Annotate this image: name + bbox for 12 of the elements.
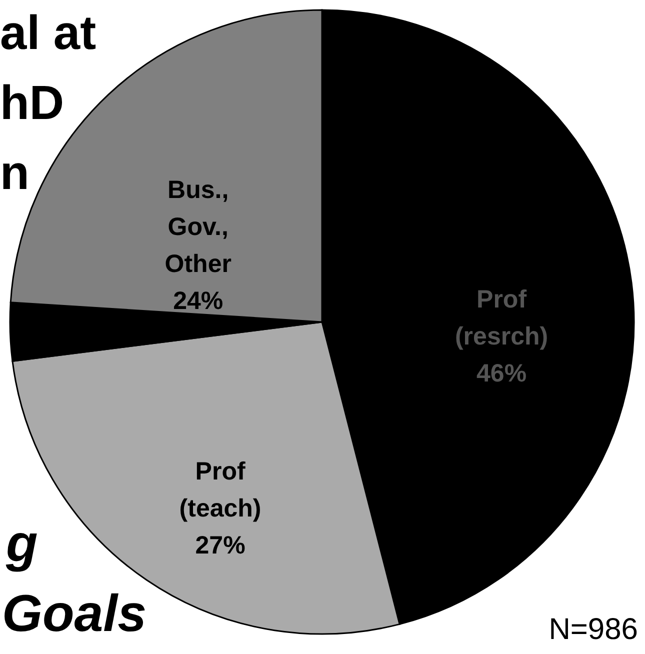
text: hD <box>0 77 64 130</box>
slice-label: Bus., Gov., Other <box>164 176 232 278</box>
data-label: 27% <box>195 532 246 560</box>
text: Goals <box>2 585 146 643</box>
slice-label: Prof (resrch) <box>454 285 548 350</box>
slice-label: Prof (teach) <box>179 458 262 523</box>
text: n <box>0 147 30 200</box>
text: g <box>5 515 38 573</box>
data-label: 24% <box>173 287 224 316</box>
text: N=986 <box>548 613 638 646</box>
text: al at <box>0 7 96 60</box>
data-label: 46% <box>476 359 527 388</box>
